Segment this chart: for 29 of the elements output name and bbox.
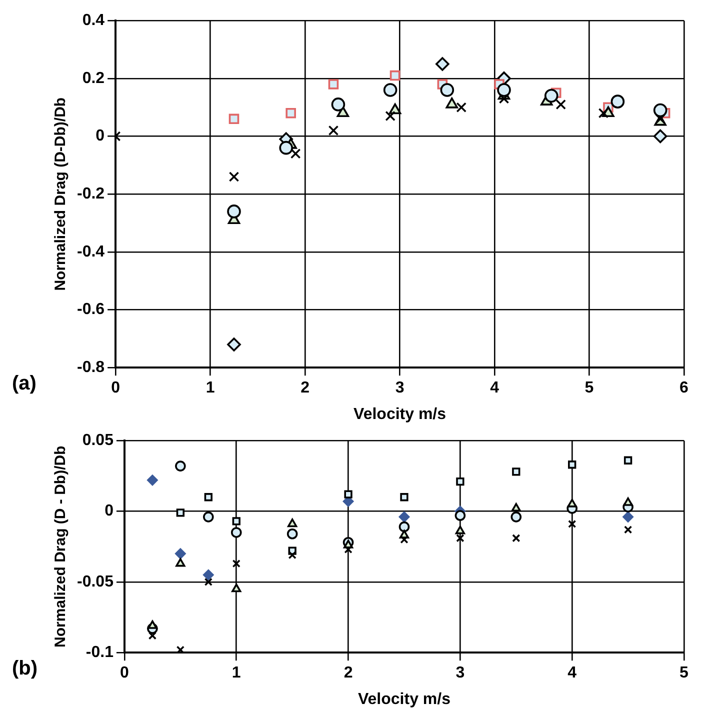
y-tick-label: 0.4 xyxy=(82,12,105,30)
text: (a) xyxy=(12,372,36,395)
y-tick-label: -0.4 xyxy=(76,243,105,260)
x-tick-label: 5 xyxy=(680,664,689,682)
y-axis-title: Normalized Drag (D - Db)/Db xyxy=(52,446,70,648)
x-tick-label: 6 xyxy=(680,380,689,397)
y-tick-label: 0 xyxy=(104,502,114,520)
x-tick-label: 1 xyxy=(232,664,241,682)
y-tick-label: -0.8 xyxy=(76,359,105,376)
x-tick-label: 3 xyxy=(456,664,465,682)
x-tick-label: 5 xyxy=(584,380,594,397)
y-axis-title: Normalized Drag (D-Db)/Db xyxy=(52,97,70,291)
text: (b) xyxy=(12,658,38,680)
x-tick-label: 4 xyxy=(568,664,577,682)
x-tick-label: 0 xyxy=(120,664,130,682)
x-tick-label: 1 xyxy=(206,380,215,397)
x-tick-label: 4 xyxy=(490,380,500,397)
x-tick-label: 2 xyxy=(344,664,353,682)
x-axis-title: Velocity m/s xyxy=(358,690,451,708)
y-tick-label: -0.05 xyxy=(77,573,114,590)
x-tick-label: 3 xyxy=(395,380,404,397)
y-tick-label: -0.2 xyxy=(76,186,105,203)
y-tick-label: 0.05 xyxy=(82,432,114,450)
y-tick-label: 0 xyxy=(96,128,105,145)
x-tick-label: 2 xyxy=(300,380,310,397)
y-tick-label: -0.6 xyxy=(76,301,105,318)
y-tick-label: 0.2 xyxy=(82,70,105,87)
y-tick-label: -0.1 xyxy=(86,644,114,662)
x-axis-title: Velocity m/s xyxy=(354,406,446,423)
